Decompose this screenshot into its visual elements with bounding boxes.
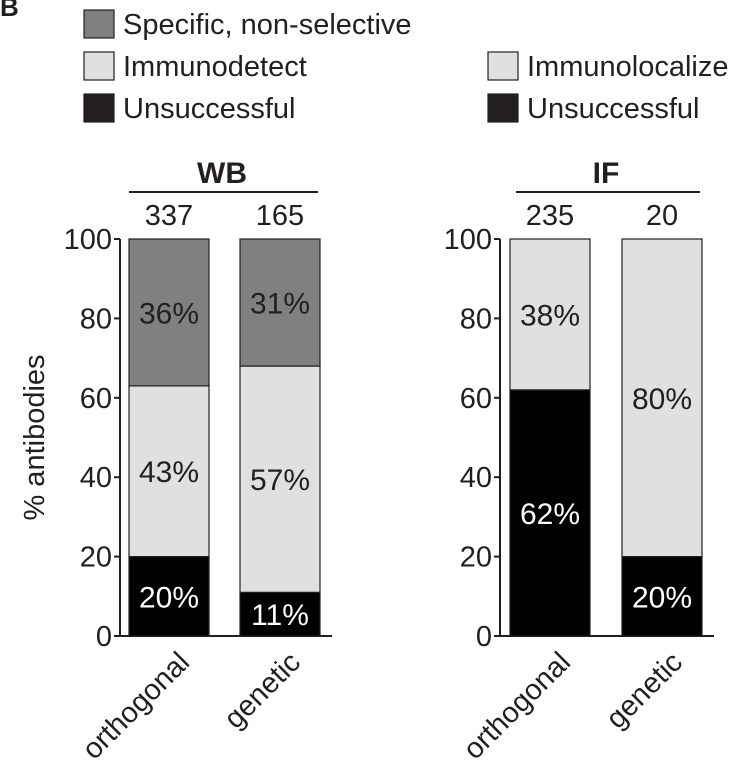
y-tick-label: 40 <box>80 462 112 494</box>
data-label: 36% <box>139 297 199 330</box>
data-label: 62% <box>520 498 580 531</box>
bar-segment <box>128 555 210 637</box>
y-tick-label: 20 <box>80 542 112 574</box>
panel-label: B <box>0 0 19 22</box>
legend-swatch <box>487 93 519 123</box>
y-tick-label: 60 <box>80 383 112 415</box>
data-label: 43% <box>139 456 199 489</box>
legend-swatch <box>487 51 519 81</box>
legend-swatch <box>83 93 115 123</box>
y-tick-label: 80 <box>460 303 492 335</box>
y-tick-label: 100 <box>444 224 492 256</box>
y-tick-label: 80 <box>80 303 112 335</box>
charts: WB % antibodies 0 20 40 60 80 100 20% 43% 36% 337 or… <box>19 157 714 764</box>
chart-wb: WB % antibodies 0 20 40 60 80 100 20% 43% 36% 337 or… <box>19 157 332 764</box>
data-label: 20% <box>139 581 199 614</box>
bar-segment <box>239 365 321 593</box>
bar-segment <box>128 385 210 558</box>
bar-count: 235 <box>526 200 574 232</box>
bar-count: 20 <box>646 200 678 232</box>
bar-count: 337 <box>145 200 193 232</box>
bar-segment <box>239 591 321 637</box>
bar-segment <box>509 238 591 391</box>
x-tick-label: genetic <box>600 646 689 735</box>
data-label: 11% <box>251 599 309 632</box>
bar-segment <box>509 389 591 637</box>
x-tick-label: orthogonal <box>457 646 577 764</box>
bar-segment <box>621 555 703 637</box>
y-tick-label: 40 <box>460 462 492 494</box>
y-tick-label: 60 <box>460 383 492 415</box>
x-tick-label: orthogonal <box>76 646 196 764</box>
y-tick-label: 100 <box>64 224 112 256</box>
bar-segment <box>239 238 321 367</box>
bar-segment <box>621 238 703 558</box>
y-axis-label: % antibodies <box>19 354 51 520</box>
legend-label: Immunolocalize <box>527 51 728 83</box>
bar-segment <box>128 238 210 387</box>
legend: Specific, non-selective Immunodetect Unsuc… <box>83 9 728 125</box>
data-label: 57% <box>250 464 310 497</box>
legend-label: Unsuccessful <box>123 93 295 125</box>
bar-count: 165 <box>256 200 304 232</box>
chart-if: IF 0 20 40 60 80 100 62% 38% 235 orthogonal 20% 80% 2… <box>444 157 714 764</box>
legend-label: Specific, non-selective <box>123 9 412 41</box>
y-tick-label: 20 <box>460 542 492 574</box>
chart-title: WB <box>197 157 247 190</box>
data-label: 31% <box>250 288 310 321</box>
legend-swatch <box>83 9 115 39</box>
data-label: 20% <box>632 581 692 614</box>
y-tick-label: 0 <box>96 621 112 653</box>
x-tick-label: genetic <box>218 646 307 735</box>
chart-title: IF <box>593 157 620 190</box>
legend-label: Immunodetect <box>123 51 307 83</box>
data-label: 38% <box>520 299 580 332</box>
y-tick-label: 0 <box>476 621 492 653</box>
legend-label: Unsuccessful <box>527 93 699 125</box>
legend-swatch <box>83 51 115 81</box>
data-label: 80% <box>632 383 692 416</box>
